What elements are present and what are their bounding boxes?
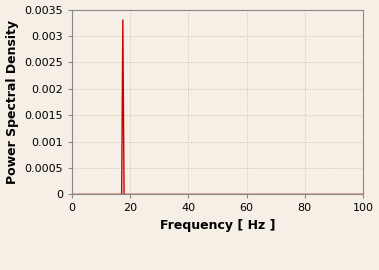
Series 1	[70, 193, 74, 196]
Series 1	[244, 193, 249, 196]
X-axis label: Frequency [ Hz ]: Frequency [ Hz ]	[160, 219, 275, 232]
Series 1	[181, 193, 185, 196]
Series 1	[121, 18, 125, 22]
Series 1	[122, 193, 127, 196]
Series 1	[361, 193, 365, 196]
Series 1	[259, 193, 263, 196]
Y-axis label: Power Spectral Density: Power Spectral Density	[6, 20, 19, 184]
Series 1	[309, 193, 313, 196]
Series 1	[287, 193, 291, 196]
Line: Series 1: Series 1	[72, 20, 363, 194]
